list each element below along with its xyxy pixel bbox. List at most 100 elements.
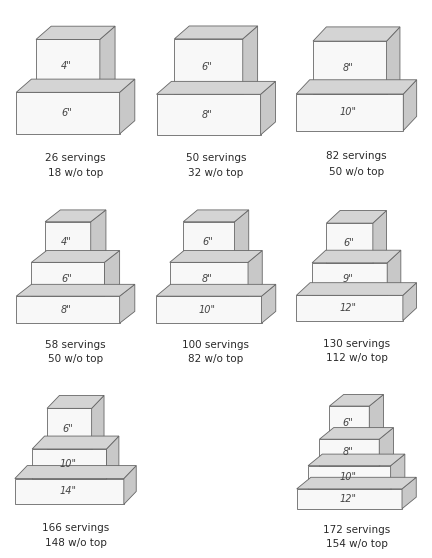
Text: 18 w/o top: 18 w/o top: [48, 168, 103, 178]
Polygon shape: [297, 477, 416, 489]
Polygon shape: [313, 27, 400, 41]
Polygon shape: [296, 94, 403, 131]
Polygon shape: [156, 296, 261, 323]
Polygon shape: [296, 295, 403, 321]
Text: 10": 10": [340, 472, 356, 482]
Polygon shape: [320, 427, 394, 439]
Text: 8": 8": [343, 448, 353, 458]
Text: 26 servings: 26 servings: [45, 153, 106, 163]
Polygon shape: [32, 449, 107, 479]
Text: 58 servings: 58 servings: [45, 340, 106, 350]
Polygon shape: [16, 92, 120, 134]
Text: 6": 6": [61, 274, 72, 284]
Polygon shape: [243, 26, 257, 94]
Polygon shape: [120, 79, 135, 134]
Polygon shape: [156, 94, 260, 135]
Polygon shape: [32, 262, 105, 296]
Text: 10": 10": [340, 107, 357, 117]
Text: 6": 6": [202, 61, 213, 71]
Polygon shape: [403, 283, 416, 321]
Polygon shape: [170, 262, 248, 296]
Polygon shape: [91, 210, 106, 262]
Text: 4": 4": [61, 61, 72, 71]
Text: 8": 8": [343, 62, 354, 73]
Text: 6": 6": [343, 417, 353, 427]
Text: 100 servings: 100 servings: [182, 340, 250, 350]
Polygon shape: [379, 427, 394, 466]
Text: 130 servings: 130 servings: [323, 339, 390, 349]
Polygon shape: [107, 436, 119, 479]
Text: 112 w/o top: 112 w/o top: [326, 353, 388, 363]
Text: 6": 6": [63, 424, 73, 434]
Text: 8": 8": [202, 274, 213, 284]
Polygon shape: [403, 80, 417, 131]
Polygon shape: [15, 479, 124, 504]
Polygon shape: [183, 210, 249, 222]
Text: 12": 12": [340, 494, 356, 504]
Polygon shape: [373, 210, 387, 263]
Text: 154 w/o top: 154 w/o top: [326, 538, 388, 549]
Polygon shape: [308, 466, 391, 489]
Polygon shape: [260, 81, 276, 135]
Text: 50 servings: 50 servings: [186, 153, 246, 163]
Text: 6": 6": [202, 237, 213, 247]
Text: 10": 10": [60, 459, 76, 469]
Polygon shape: [36, 40, 100, 92]
Polygon shape: [327, 210, 387, 223]
Polygon shape: [175, 26, 257, 39]
Text: 82 w/o top: 82 w/o top: [188, 354, 244, 364]
Polygon shape: [105, 251, 120, 296]
Polygon shape: [391, 454, 405, 489]
Polygon shape: [45, 222, 91, 262]
Text: 10": 10": [199, 305, 216, 315]
Polygon shape: [387, 250, 401, 295]
Polygon shape: [235, 210, 249, 262]
Polygon shape: [296, 80, 417, 94]
Polygon shape: [248, 251, 262, 296]
Text: 172 servings: 172 servings: [323, 525, 390, 535]
Polygon shape: [156, 285, 276, 296]
Polygon shape: [175, 39, 243, 94]
Polygon shape: [100, 26, 115, 92]
Polygon shape: [183, 222, 235, 262]
Polygon shape: [296, 283, 416, 295]
Polygon shape: [387, 27, 400, 94]
Polygon shape: [92, 396, 104, 449]
Polygon shape: [32, 436, 119, 449]
Text: 12": 12": [340, 303, 357, 313]
Text: 166 servings: 166 servings: [42, 523, 109, 533]
Polygon shape: [327, 223, 373, 263]
Text: 14": 14": [60, 487, 76, 497]
Polygon shape: [32, 251, 120, 262]
Polygon shape: [312, 263, 387, 295]
Text: 4": 4": [61, 237, 72, 247]
Polygon shape: [120, 285, 135, 323]
Polygon shape: [261, 285, 276, 323]
Polygon shape: [16, 79, 135, 92]
Polygon shape: [15, 465, 136, 479]
Polygon shape: [320, 439, 379, 466]
Text: 148 w/o top: 148 w/o top: [44, 537, 106, 547]
Text: 8": 8": [202, 109, 213, 119]
Text: 32 w/o top: 32 w/o top: [188, 168, 244, 178]
Polygon shape: [297, 489, 402, 509]
Text: 6": 6": [61, 108, 72, 118]
Polygon shape: [47, 408, 92, 449]
Polygon shape: [312, 250, 401, 263]
Polygon shape: [369, 395, 384, 439]
Polygon shape: [16, 296, 120, 323]
Polygon shape: [45, 210, 106, 222]
Text: 8": 8": [61, 305, 72, 315]
Polygon shape: [308, 454, 405, 466]
Polygon shape: [313, 41, 387, 94]
Text: 50 w/o top: 50 w/o top: [329, 167, 384, 177]
Text: 50 w/o top: 50 w/o top: [48, 354, 103, 364]
Polygon shape: [47, 396, 104, 408]
Text: 6": 6": [343, 238, 354, 248]
Polygon shape: [330, 395, 384, 406]
Polygon shape: [124, 465, 136, 504]
Polygon shape: [330, 406, 369, 439]
Polygon shape: [402, 477, 416, 509]
Polygon shape: [156, 81, 276, 94]
Polygon shape: [16, 285, 135, 296]
